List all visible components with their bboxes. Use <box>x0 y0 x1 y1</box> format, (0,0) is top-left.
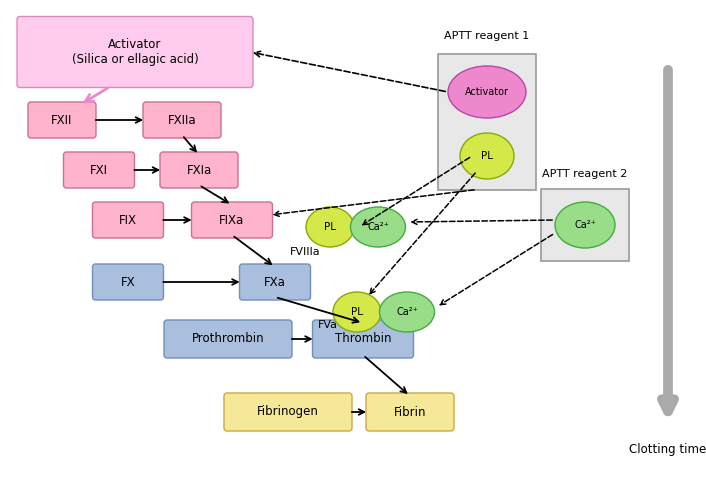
Text: FIXa: FIXa <box>220 214 244 227</box>
Text: Prothrombin: Prothrombin <box>192 332 264 345</box>
Text: Ca²⁺: Ca²⁺ <box>574 220 596 230</box>
FancyBboxPatch shape <box>224 393 352 431</box>
Ellipse shape <box>333 292 381 332</box>
Text: Ca²⁺: Ca²⁺ <box>396 307 418 317</box>
FancyBboxPatch shape <box>28 102 96 138</box>
Text: FXI: FXI <box>90 164 108 176</box>
Text: PL: PL <box>324 222 336 232</box>
Text: FVIIIa: FVIIIa <box>290 247 321 257</box>
FancyBboxPatch shape <box>64 152 135 188</box>
Text: Activator
(Silica or ellagic acid): Activator (Silica or ellagic acid) <box>71 38 198 66</box>
Text: Thrombin: Thrombin <box>335 332 391 345</box>
Ellipse shape <box>306 207 354 247</box>
Bar <box>438 55 536 189</box>
Text: Ca²⁺: Ca²⁺ <box>367 222 389 232</box>
Ellipse shape <box>555 202 615 248</box>
Text: Activator: Activator <box>465 87 509 97</box>
Text: APTT reagent 1: APTT reagent 1 <box>444 30 530 40</box>
Text: APTT reagent 2: APTT reagent 2 <box>542 169 628 179</box>
FancyBboxPatch shape <box>191 202 273 238</box>
FancyBboxPatch shape <box>160 152 238 188</box>
Text: FXIIa: FXIIa <box>168 113 196 127</box>
Text: FX: FX <box>121 275 136 288</box>
FancyBboxPatch shape <box>164 320 292 358</box>
Text: PL: PL <box>481 151 493 161</box>
Text: Fibrin: Fibrin <box>394 406 426 418</box>
FancyBboxPatch shape <box>92 264 164 300</box>
Ellipse shape <box>460 133 514 179</box>
Text: Clotting time: Clotting time <box>629 443 706 456</box>
Text: PL: PL <box>351 307 363 317</box>
Ellipse shape <box>380 292 434 332</box>
Ellipse shape <box>448 66 526 118</box>
FancyBboxPatch shape <box>92 202 164 238</box>
Text: FXII: FXII <box>52 113 73 127</box>
Text: Fibrinogen: Fibrinogen <box>257 406 319 418</box>
FancyBboxPatch shape <box>17 16 253 87</box>
Text: FVa: FVa <box>318 320 338 330</box>
Text: FXIa: FXIa <box>186 164 212 176</box>
Text: FIX: FIX <box>119 214 137 227</box>
Ellipse shape <box>350 207 405 247</box>
FancyBboxPatch shape <box>143 102 221 138</box>
Bar <box>541 189 629 261</box>
FancyBboxPatch shape <box>313 320 414 358</box>
FancyBboxPatch shape <box>239 264 311 300</box>
Text: FXa: FXa <box>264 275 286 288</box>
FancyBboxPatch shape <box>366 393 454 431</box>
